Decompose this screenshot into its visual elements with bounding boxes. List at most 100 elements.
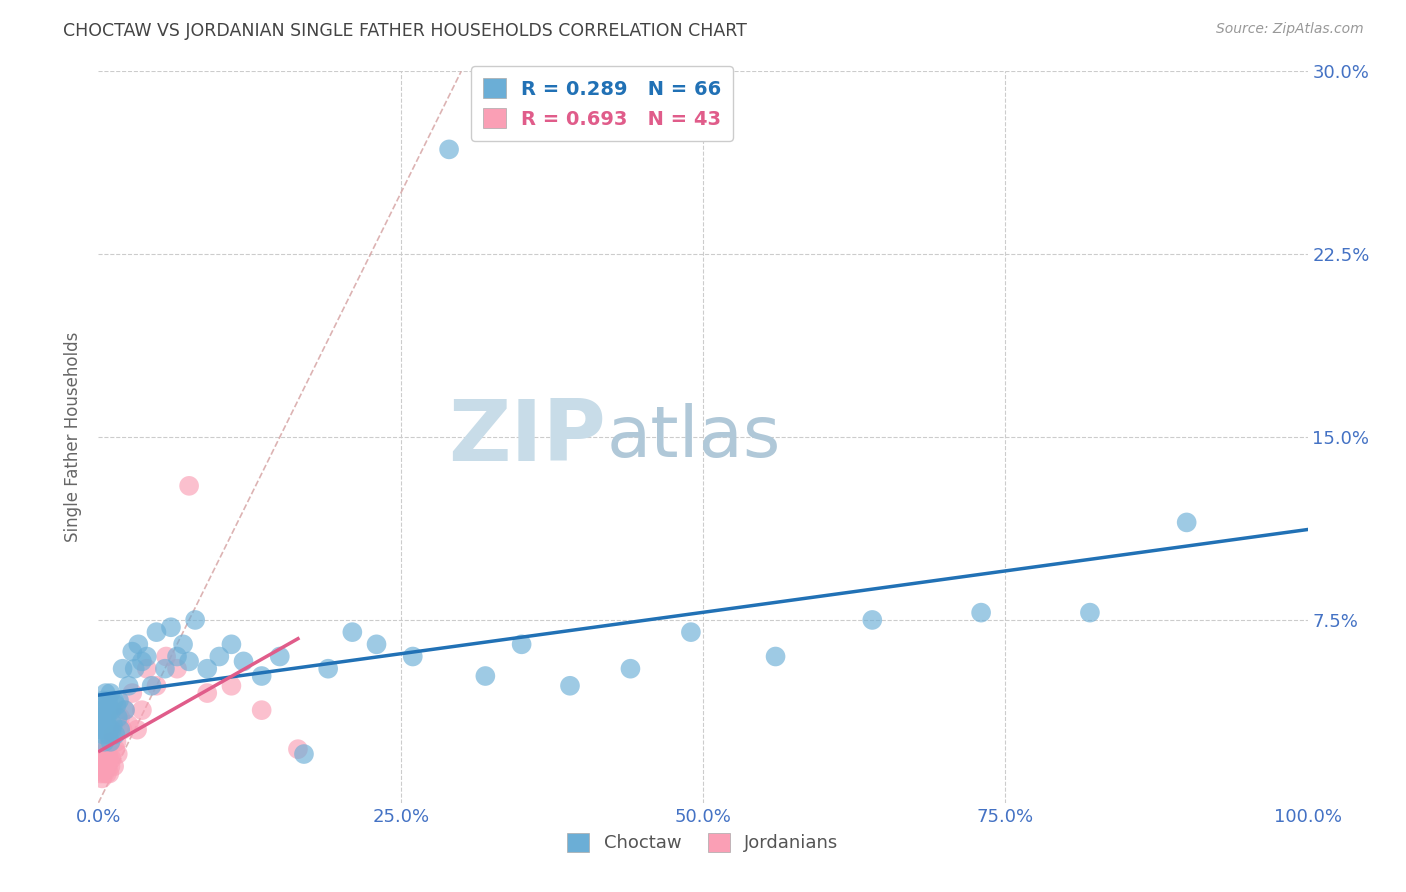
Point <box>107 710 129 724</box>
Point <box>90 747 112 761</box>
Point <box>94 752 117 766</box>
Point <box>111 662 134 676</box>
Point <box>195 662 218 676</box>
Point <box>97 747 120 761</box>
Point <box>91 693 114 707</box>
Point <box>89 752 111 766</box>
Point <box>127 723 149 737</box>
Point <box>96 718 118 732</box>
Point <box>100 752 122 766</box>
Point <box>118 679 141 693</box>
Point <box>91 727 114 741</box>
Point <box>127 637 149 651</box>
Text: Source: ZipAtlas.com: Source: ZipAtlas.com <box>1216 22 1364 37</box>
Point <box>121 645 143 659</box>
Point <box>100 735 122 749</box>
Point <box>184 613 207 627</box>
Point <box>90 723 112 737</box>
Point <box>114 703 136 717</box>
Point <box>97 727 120 741</box>
Point <box>96 766 118 780</box>
Point <box>1175 516 1198 530</box>
Point <box>100 686 122 700</box>
Point <box>118 718 141 732</box>
Point <box>287 742 309 756</box>
Point <box>108 723 131 737</box>
Point <box>250 669 273 683</box>
Point <box>221 679 243 693</box>
Point <box>104 742 127 756</box>
Point <box>111 723 134 737</box>
Point <box>101 727 124 741</box>
Point <box>91 742 114 756</box>
Point <box>316 662 339 676</box>
Point <box>292 747 315 761</box>
Point <box>155 649 177 664</box>
Point <box>342 625 364 640</box>
Point <box>860 613 883 627</box>
Point <box>107 747 129 761</box>
Point <box>89 710 111 724</box>
Point <box>145 625 167 640</box>
Point <box>179 479 201 493</box>
Point <box>105 735 128 749</box>
Point <box>94 759 117 773</box>
Point <box>153 662 176 676</box>
Point <box>145 679 167 693</box>
Point <box>100 735 122 749</box>
Text: ZIP: ZIP <box>449 395 606 479</box>
Legend: Choctaw, Jordanians: Choctaw, Jordanians <box>560 826 846 860</box>
Point <box>160 620 183 634</box>
Point <box>103 693 125 707</box>
Point <box>94 686 117 700</box>
Point <box>100 723 122 737</box>
Point <box>437 142 460 156</box>
Point <box>91 718 114 732</box>
Point <box>103 759 125 773</box>
Point <box>90 703 112 717</box>
Point <box>105 698 128 713</box>
Point <box>108 693 131 707</box>
Point <box>221 637 243 651</box>
Point <box>124 662 146 676</box>
Point <box>93 703 115 717</box>
Point <box>121 686 143 700</box>
Point <box>96 710 118 724</box>
Point <box>97 693 120 707</box>
Point <box>131 703 153 717</box>
Point <box>101 718 124 732</box>
Point <box>179 654 201 668</box>
Point <box>366 637 388 651</box>
Text: CHOCTAW VS JORDANIAN SINGLE FATHER HOUSEHOLDS CORRELATION CHART: CHOCTAW VS JORDANIAN SINGLE FATHER HOUSE… <box>63 22 747 40</box>
Point <box>402 649 425 664</box>
Point <box>619 662 641 676</box>
Point <box>98 703 121 717</box>
Point <box>166 649 188 664</box>
Point <box>208 649 231 664</box>
Point <box>141 679 163 693</box>
Point <box>558 679 581 693</box>
Point <box>90 759 112 773</box>
Point <box>100 703 122 717</box>
Point <box>131 654 153 668</box>
Point <box>90 766 112 780</box>
Point <box>269 649 291 664</box>
Point <box>93 735 115 749</box>
Point <box>510 637 533 651</box>
Point <box>93 747 115 761</box>
Point <box>97 759 120 773</box>
Point <box>93 766 115 780</box>
Point <box>104 727 127 741</box>
Point <box>98 752 121 766</box>
Point <box>91 759 114 773</box>
Point <box>91 752 114 766</box>
Point <box>98 766 121 780</box>
Point <box>135 662 157 676</box>
Point <box>474 669 496 683</box>
Point <box>91 772 114 786</box>
Point <box>232 654 254 668</box>
Point <box>679 625 702 640</box>
Point <box>765 649 787 664</box>
Point <box>1078 606 1101 620</box>
Point <box>89 759 111 773</box>
